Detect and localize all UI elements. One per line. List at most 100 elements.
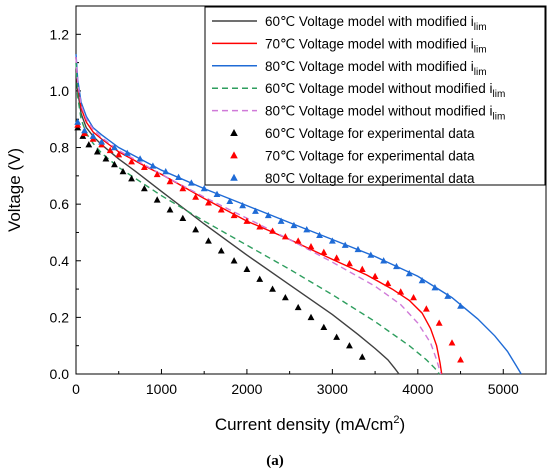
data-point (422, 305, 430, 312)
data-point (123, 149, 131, 156)
data-point (192, 226, 200, 233)
data-point (140, 184, 148, 192)
series-7 (74, 118, 464, 309)
data-point (303, 226, 311, 233)
series-3 (75, 62, 440, 375)
data-point (81, 126, 88, 134)
legend-label-sub: lim (474, 67, 487, 78)
y-tick-label: 0.2 (50, 309, 70, 325)
legend-swatch-marker (230, 129, 238, 136)
data-point (333, 254, 341, 261)
y-axis-title: Voltage (V) (5, 148, 24, 232)
data-point (217, 206, 225, 213)
data-point (217, 247, 225, 254)
data-point (119, 168, 127, 175)
series-line (75, 56, 400, 375)
legend-entry: 70℃ Voltage model with modified ilim (212, 36, 487, 55)
axis-ticks: 0 1000 2000 3000 4000 5000 0.0 0.2 0.4 0.6 0.8 1.0 1… (50, 5, 519, 397)
legend-label-sub: lim (493, 112, 506, 123)
data-point (166, 206, 174, 213)
legend-label-main: 80℃ Voltage model without modified i (265, 104, 493, 119)
data-point (256, 275, 264, 282)
data-point (307, 313, 315, 321)
legend-label: 70℃ Voltage model with modified ilim (265, 36, 487, 55)
x-tick-label: 0 (72, 381, 80, 397)
data-point (175, 173, 182, 180)
data-point (457, 302, 464, 309)
data-point (269, 227, 276, 234)
data-point (435, 319, 443, 326)
legend-entry: 60℃ Voltage model without modified ilim (212, 81, 505, 100)
data-point (128, 175, 135, 182)
data-point (140, 163, 148, 171)
x-axis-title-sup: 2 (393, 414, 399, 426)
data-point (380, 257, 388, 264)
data-point (111, 160, 118, 168)
legend-label: 80℃ Voltage model without modified ilim (265, 104, 505, 123)
legend-label: 60℃ Voltage for experimental data (265, 126, 475, 141)
data-point (243, 217, 251, 224)
data-point (89, 132, 97, 139)
legend-entry: 60℃ Voltage model with modified ilim (212, 14, 487, 33)
data-point (205, 199, 212, 206)
y-tick-label: 0.4 (50, 253, 70, 269)
data-point (358, 353, 366, 360)
legend-label-main: 70℃ Voltage for experimental data (265, 148, 475, 163)
data-point (153, 170, 161, 178)
x-axis-title-close: ) (400, 415, 406, 434)
data-point (264, 211, 272, 219)
legend-label: 70℃ Voltage for experimental data (265, 148, 475, 163)
legend: 60℃ Voltage model with modified ilim70℃ … (204, 6, 546, 186)
data-point (111, 143, 118, 151)
legend-label: 80℃ Voltage for experimental data (265, 171, 475, 186)
legend-label-sub: lim (474, 22, 487, 33)
data-point (294, 303, 302, 311)
series-5 (74, 124, 366, 360)
data-point (243, 265, 251, 272)
data-point (93, 148, 101, 155)
data-point (448, 339, 456, 346)
data-point (418, 276, 426, 284)
data-point (307, 243, 315, 250)
data-point (290, 221, 298, 229)
data-point (320, 248, 328, 255)
data-point (320, 323, 328, 330)
legend-entry: 80℃ Voltage for experimental data (230, 171, 475, 186)
data-point (252, 207, 259, 214)
data-point (256, 223, 264, 230)
legend-label: 60℃ Voltage model without modified ilim (265, 81, 505, 100)
data-point (162, 168, 170, 175)
data-point (341, 241, 349, 248)
data-point (230, 211, 238, 219)
series-line (75, 62, 440, 375)
data-point (149, 162, 157, 169)
data-point (294, 237, 302, 244)
x-tick-label: 2000 (231, 381, 262, 397)
legend-entry: 80℃ Voltage model with modified ilim (212, 59, 487, 78)
series-0 (75, 56, 400, 375)
y-tick-label: 0.6 (50, 196, 70, 212)
data-point (346, 342, 353, 349)
data-point (102, 155, 110, 162)
series-line (75, 56, 442, 375)
data-point (444, 292, 452, 299)
data-point (239, 201, 247, 209)
x-axis-title: Current density (mA/cm2) (215, 414, 405, 434)
data-point (187, 179, 195, 186)
x-axis-title-main: Current density (mA/cm (215, 415, 394, 434)
data-point (98, 138, 106, 145)
data-point (179, 184, 187, 192)
series-layer (74, 54, 522, 375)
data-point (269, 285, 276, 292)
legend-label: 60℃ Voltage model with modified ilim (265, 14, 487, 33)
data-point (153, 196, 161, 203)
data-point (128, 158, 135, 165)
legend-label-main: 70℃ Voltage model with modified i (265, 36, 474, 51)
legend-label-main: 60℃ Voltage model with modified i (265, 14, 474, 29)
data-point (166, 177, 174, 185)
data-point (410, 293, 417, 301)
data-point (200, 184, 208, 192)
y-tick-label: 0.8 (50, 140, 70, 156)
x-tick-label: 4000 (402, 381, 433, 397)
y-tick-label: 1.0 (50, 83, 70, 99)
